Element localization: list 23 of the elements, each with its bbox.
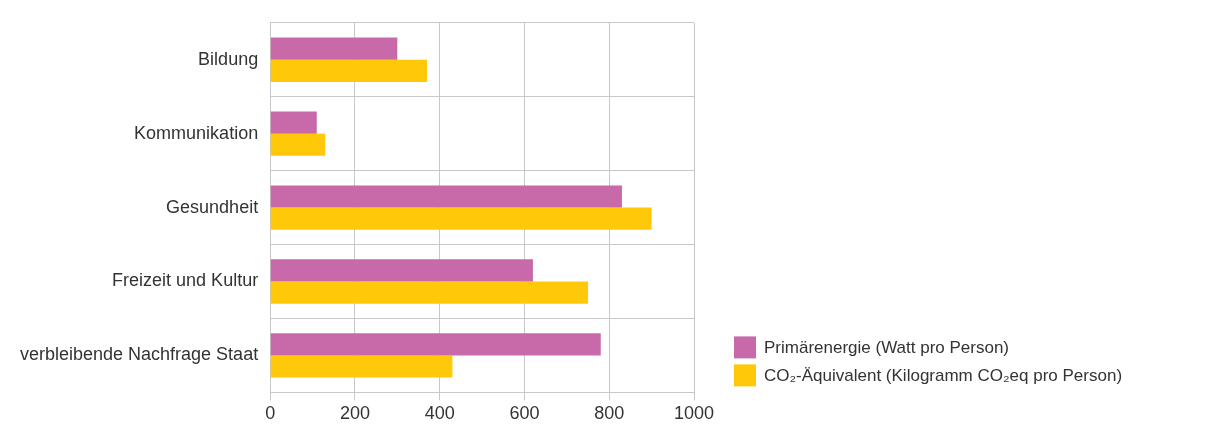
y-tick-label: Freizeit und Kultur xyxy=(112,270,259,291)
bar xyxy=(270,133,326,156)
x-tick-label: 0 xyxy=(265,403,276,424)
bar xyxy=(270,207,652,230)
bar xyxy=(270,111,317,134)
bar xyxy=(270,333,601,356)
y-tick-label: Gesundheit xyxy=(166,196,259,217)
bar xyxy=(270,59,427,82)
y-tick-label: Bildung xyxy=(198,48,259,69)
x-tick-label: 600 xyxy=(509,403,540,424)
x-tick-label: 1000 xyxy=(673,403,715,424)
bar xyxy=(270,281,589,304)
y-tick-label: verbleibende Nachfrage Staat xyxy=(19,344,259,365)
legend-label: Primärenergie (Watt pro Person) xyxy=(764,338,1010,358)
x-tick-label: 200 xyxy=(339,403,370,424)
x-tick-label: 400 xyxy=(424,403,455,424)
bar xyxy=(270,37,398,60)
x-tick-label: 800 xyxy=(594,403,625,424)
bar xyxy=(270,259,533,282)
bar xyxy=(270,185,622,208)
y-tick-label: Kommunikation xyxy=(134,122,259,143)
bar xyxy=(270,355,453,378)
legend-label: CO₂-Äquivalent (Kilogramm CO₂eq pro Person) xyxy=(764,366,1123,386)
